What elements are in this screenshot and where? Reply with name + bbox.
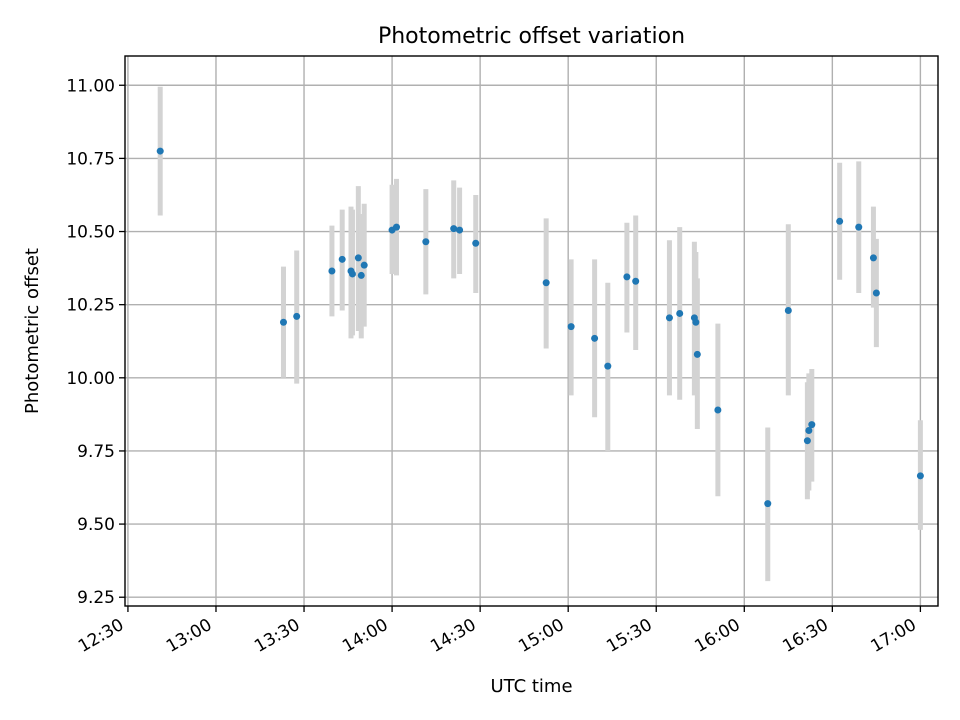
data-point [916,472,924,480]
y-tick-label: 9.25 [77,588,115,608]
x-tick-label: 15:30 [603,615,655,657]
x-tick-label: 12:30 [75,615,127,657]
x-tick-label: 14:30 [427,615,479,657]
y-tick-label: 10.25 [66,296,115,316]
x-tick-label: 14:00 [339,615,391,657]
data-point [348,270,356,278]
data-point [328,267,336,275]
data-point [808,421,816,429]
data-point [279,318,287,326]
data-point [869,254,877,262]
data-point [855,223,863,231]
x-tick-label: 16:30 [779,615,831,657]
plot-frame [124,55,939,607]
data-point [354,254,362,262]
data-point [676,309,684,317]
x-tick-label: 13:30 [251,615,303,657]
x-tick-label: 17:00 [867,615,919,657]
data-point [693,350,701,358]
data-point [456,226,464,234]
data-point [450,225,458,233]
y-axis-label: Photometric offset [22,248,43,414]
data-point [872,289,880,297]
data-point [764,500,772,508]
y-tick-label: 9.50 [77,515,115,535]
data-point [784,307,792,315]
x-tick-label: 15:00 [515,615,567,657]
y-tick-label: 11.00 [66,76,115,96]
data-point [692,318,700,326]
x-axis-label: UTC time [490,676,572,697]
data-point [293,312,301,320]
axis-ticks: 12:30 13:00 13:30 14:00 14:30 15:00 15:30 16:00… [66,76,922,657]
data-point [803,437,811,445]
data-point [623,273,631,281]
data-point [392,223,400,231]
data-point [357,271,365,279]
data-point [338,255,346,263]
y-tick-label: 10.00 [66,369,115,389]
y-tick-label: 10.75 [66,149,115,169]
error-bars [157,86,923,582]
x-tick-label: 13:00 [163,615,215,657]
data-point [805,426,813,434]
data-point [591,334,599,342]
data-point [567,323,575,331]
data-point [604,362,612,370]
data-point [714,406,722,414]
data-point [836,217,844,225]
data-point [632,277,640,285]
data-point [542,279,550,287]
grid [125,56,938,606]
data-point [156,147,164,155]
data-point [665,314,673,322]
data-point [360,261,368,269]
chart-title: Photometric offset variation [378,24,685,49]
data-points [156,147,924,508]
data-point [472,239,480,247]
y-tick-label: 10.50 [66,223,115,243]
y-tick-label: 9.75 [77,442,115,462]
x-tick-label: 16:00 [691,615,743,657]
data-point [422,238,430,246]
